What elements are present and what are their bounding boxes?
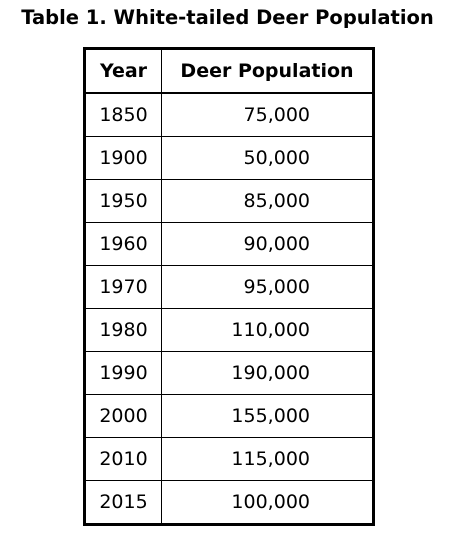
- deer-population-table: Year Deer Population 1850 75,000 1900 50,00…: [83, 47, 375, 526]
- header-row: Year Deer Population: [84, 48, 374, 94]
- table-row: 2010 115,000: [84, 437, 374, 481]
- table-row: 2015 100,000: [84, 480, 374, 525]
- population-cell: 90,000: [161, 222, 374, 266]
- table-row: 1980 110,000: [84, 308, 374, 352]
- table-row: 1950 85,000: [84, 179, 374, 223]
- year-cell: 1900: [84, 136, 162, 180]
- table-row: 1900 50,000: [84, 136, 374, 180]
- population-cell: 95,000: [161, 265, 374, 309]
- table-title: Table 1. White-tailed Deer Population: [21, 6, 434, 29]
- population-cell: 110,000: [161, 308, 374, 352]
- table-row: 1850 75,000: [84, 92, 374, 137]
- table-row: 1990 190,000: [84, 351, 374, 395]
- table-row: 1970 95,000: [84, 265, 374, 309]
- table-row: 2000 155,000: [84, 394, 374, 438]
- year-cell: 2000: [84, 394, 162, 438]
- year-cell: 1960: [84, 222, 162, 266]
- population-cell: 75,000: [161, 92, 374, 137]
- year-cell: 2015: [84, 480, 162, 525]
- population-cell: 155,000: [161, 394, 374, 438]
- column-header-year: Year: [84, 48, 162, 94]
- year-cell: 1950: [84, 179, 162, 223]
- population-cell: 85,000: [161, 179, 374, 223]
- table-row: 1960 90,000: [84, 222, 374, 266]
- year-cell: 1990: [84, 351, 162, 395]
- column-header-deer-population: Deer Population: [161, 48, 374, 94]
- population-cell: 190,000: [161, 351, 374, 395]
- population-cell: 50,000: [161, 136, 374, 180]
- year-cell: 1850: [84, 92, 162, 137]
- year-cell: 2010: [84, 437, 162, 481]
- year-cell: 1980: [84, 308, 162, 352]
- population-cell: 100,000: [161, 480, 374, 525]
- population-cell: 115,000: [161, 437, 374, 481]
- table-body: 1850 75,000 1900 50,000 1950 85,000 1960 90,000…: [84, 92, 374, 525]
- year-cell: 1970: [84, 265, 162, 309]
